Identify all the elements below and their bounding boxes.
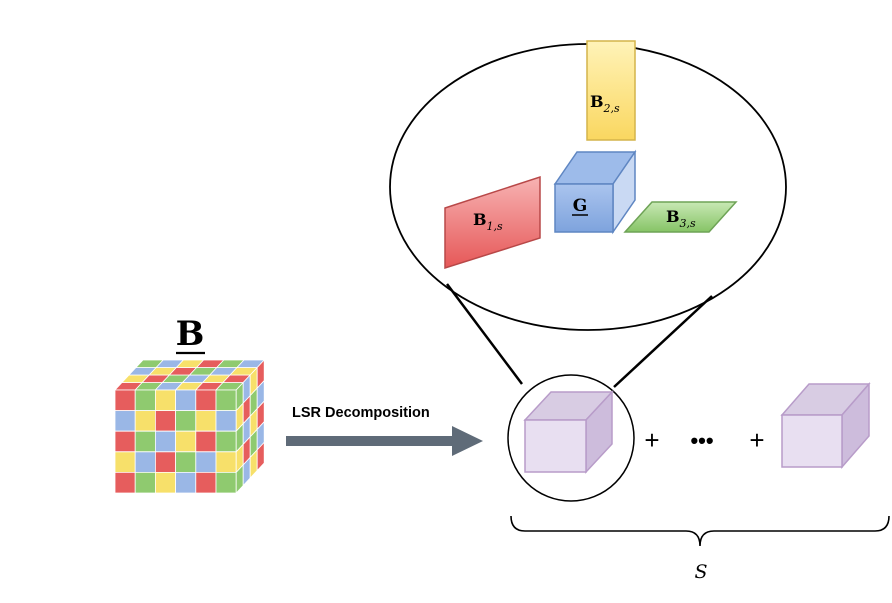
factor-b1-label: B1,s [473,210,503,233]
tensor-cell [256,441,265,472]
brace-path [510,515,890,547]
tensor-cell [134,389,156,412]
tensor-cell [215,471,237,494]
tensor-cell [154,410,177,432]
arrow-label: LSR Decomposition [292,405,430,421]
factor-b3-shape [623,201,738,233]
tensor-b-side-face [235,358,265,495]
tensor-cell [134,430,156,453]
zoom-line-right [613,295,713,388]
core-label: G [573,196,588,216]
factor-b1-shape [444,175,541,270]
zoom-line-left [446,283,523,385]
decomposition-arrow: LSR Decomposition [286,405,483,456]
plus-sign-2: + [749,425,764,455]
term-1-cube [523,390,614,474]
tensor-cell [195,430,217,453]
term-1-cube-front [524,419,587,473]
tensor-cell [175,389,197,412]
tensor-cell [195,389,217,412]
tensor-cell [175,451,197,473]
tensor-cell [175,471,197,494]
tensor-b-top-face [114,359,266,391]
tensor-cell [154,451,177,473]
tensor-cell [215,451,237,473]
factor-b2-shape [586,40,636,141]
tensor-cell [134,451,156,473]
brace-label: S [694,561,707,583]
factor-b3-label: B3,s [666,207,696,230]
arrow-head [452,426,483,456]
core-front [554,183,614,233]
tensor-cell [114,471,136,494]
tensor-cell [215,389,237,412]
arrow-shaft [286,436,454,446]
factor-b2-label: B2,s [590,92,620,115]
tensor-cell [175,410,197,432]
tensor-cell [134,410,156,432]
term-s-cube-front [781,414,843,468]
tensor-cell [114,389,136,412]
tensor-cell [154,471,177,494]
tensor-b-label: B [176,314,205,354]
tensor-b: B [114,314,266,495]
tensor-cell [195,410,217,432]
brace: S [510,515,890,583]
tensor-cell [154,430,177,453]
tensor-cell [215,410,237,432]
ellipsis: ••• [690,428,713,453]
sum-of-terms: + ••• + [507,374,871,502]
tensor-cell [175,430,197,453]
plus-sign-1: + [644,425,659,455]
tensor-cell [114,410,136,432]
factor-b2: B2,s [586,40,636,141]
tensor-b-front-face [114,389,237,494]
factor-b1: B1,s [444,175,541,270]
term-s-cube [780,381,871,470]
tensor-cell [195,451,217,473]
tensor-cell [154,389,177,412]
zoom-view: B2,s G B1,s B3,s [389,40,787,388]
core-tensor-g: G [553,149,637,235]
tensor-cell [215,430,237,453]
factor-b3: B3,s [623,201,738,233]
tensor-cell [195,471,217,494]
tensor-cell [134,471,156,494]
tensor-cell [114,430,136,453]
tensor-cell [114,451,136,473]
